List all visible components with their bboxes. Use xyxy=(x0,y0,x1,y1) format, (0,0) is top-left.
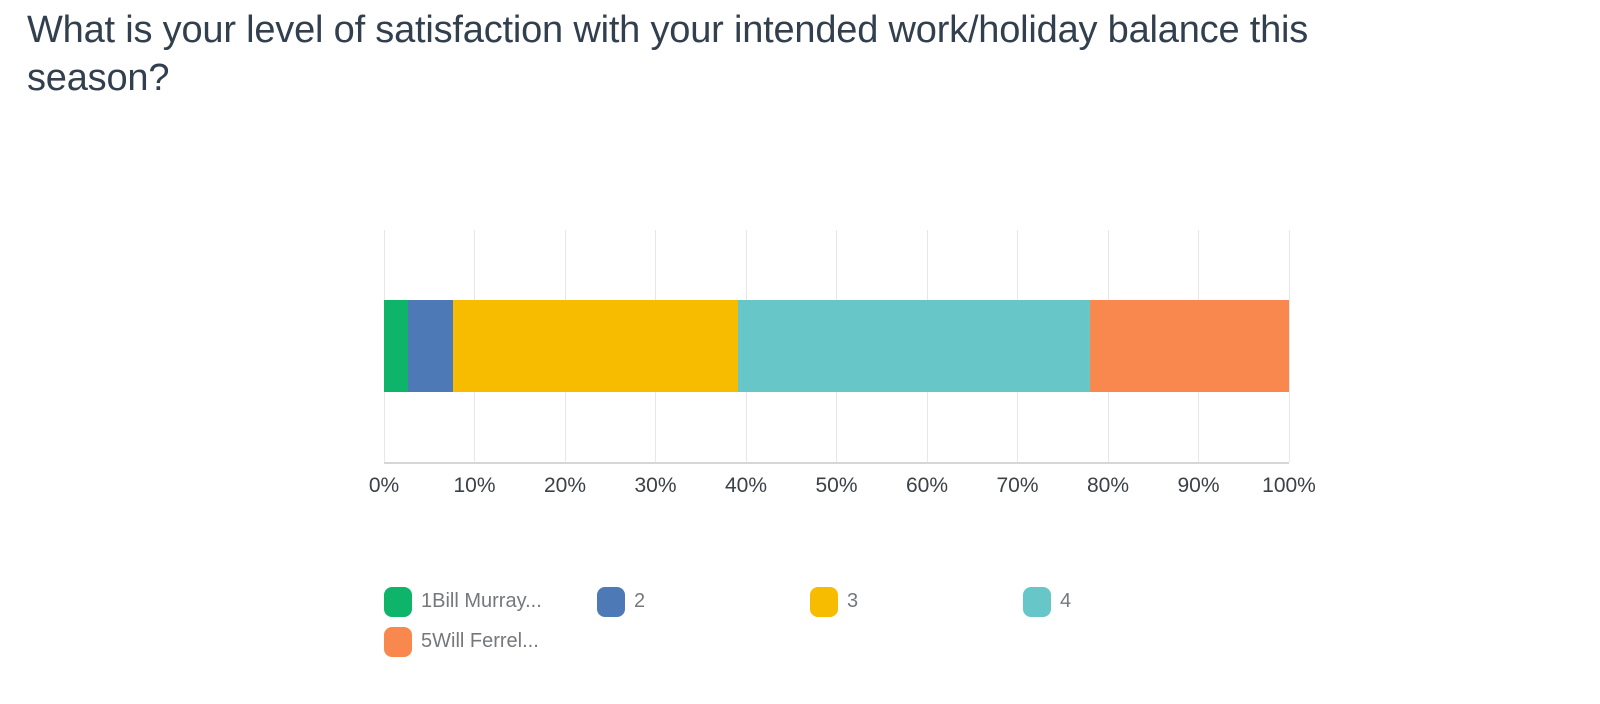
legend-item-5[interactable]: 5Will Ferrel... xyxy=(384,626,597,657)
legend-swatch-4 xyxy=(1023,586,1051,617)
x-tick-label-10%: 10% xyxy=(453,474,496,497)
chart-plot-area xyxy=(383,230,1290,464)
legend-swatch-3 xyxy=(810,586,838,617)
x-tick-label-20%: 20% xyxy=(543,474,587,497)
bar-segment-3[interactable] xyxy=(452,300,738,392)
x-tick-label-0%: 0% xyxy=(368,474,400,497)
legend-item-label: 1Bill Murray... xyxy=(421,590,542,612)
x-tick-label-80%: 80% xyxy=(1086,474,1130,497)
bar-segment-1[interactable] xyxy=(384,300,409,392)
legend-item-label: 3 xyxy=(847,590,859,612)
legend-swatch-5 xyxy=(384,626,412,657)
x-tick-label-30%: 30% xyxy=(634,474,677,497)
gridline-100% xyxy=(1288,230,1290,462)
legend-item-label: 5Will Ferrel... xyxy=(421,630,539,652)
bar-segment-4[interactable] xyxy=(737,300,1090,392)
x-tick-label-40%: 40% xyxy=(724,474,768,497)
legend-item-1[interactable]: 1Bill Murray... xyxy=(384,586,597,617)
legend-item-3[interactable]: 3 xyxy=(810,586,1023,617)
legend-item-label: 4 xyxy=(1060,590,1072,612)
x-tick-label-100%: 100% xyxy=(1262,474,1316,497)
legend-item-label: 2 xyxy=(634,590,646,612)
legend-item-4[interactable]: 4 xyxy=(1023,586,1236,617)
question-title: What is your level of satisfaction with … xyxy=(27,9,1309,99)
legend: 1Bill Murray... 2 3 4 5Will Ferrel... xyxy=(384,586,1236,657)
bar-segment-2[interactable] xyxy=(408,300,453,392)
x-tick-label-70%: 70% xyxy=(996,474,1039,497)
stacked-bar xyxy=(384,300,1289,392)
x-axis: 0% 10% 20% 30% 40% 50% 60% 70% 80% 90% 100% xyxy=(369,474,1316,504)
legend-swatch-2 xyxy=(597,586,625,617)
legend-swatch-1 xyxy=(384,586,412,617)
legend-item-2[interactable]: 2 xyxy=(597,586,810,617)
x-tick-label-50%: 50% xyxy=(815,474,858,497)
x-tick-label-90%: 90% xyxy=(1177,474,1220,497)
x-tick-label-60%: 60% xyxy=(905,474,949,497)
bar-segment-5[interactable] xyxy=(1089,300,1289,392)
